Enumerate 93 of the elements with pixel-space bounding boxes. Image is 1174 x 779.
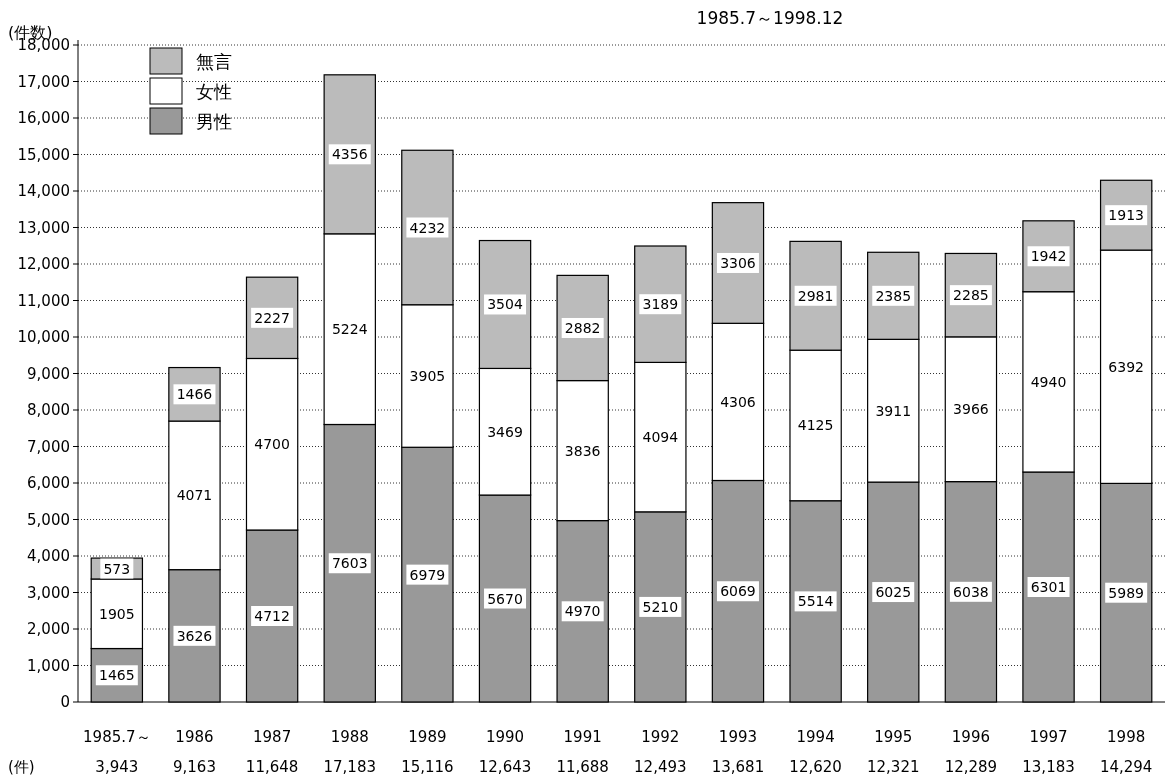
data-label: 4094 (642, 429, 679, 446)
legend-label: 男性 (196, 111, 232, 132)
y-tick-label: 12,000 (17, 255, 70, 273)
y-tick-label: 9,000 (27, 364, 70, 383)
data-label: 2385 (875, 287, 912, 304)
data-label: 1942 (1030, 248, 1067, 265)
text: 11,688 (556, 758, 609, 776)
text: 13,681 (711, 758, 765, 776)
text: 12,643 (478, 758, 532, 776)
data-label: 5670 (487, 590, 523, 607)
x-tick-label: 1985.7～ (83, 728, 151, 746)
text: 12,321 (867, 758, 920, 776)
data-label: 4306 (720, 393, 756, 410)
x-tick-label: 1989 (408, 728, 447, 746)
data-label: 3836 (564, 442, 601, 459)
y-tick-label: 7,000 (27, 437, 70, 456)
y-tick-label: 10,000 (17, 328, 70, 346)
y-tick-label: 5,000 (27, 510, 70, 529)
x-tick-label: 1992 (641, 728, 680, 746)
data-label: 7603 (331, 555, 368, 572)
data-label: 5210 (642, 598, 679, 615)
data-label: 1465 (99, 667, 135, 684)
text: 14,294 (1099, 758, 1153, 776)
text: 11,648 (245, 758, 299, 776)
data-label: 2981 (797, 287, 834, 304)
data-label: 4125 (797, 417, 834, 434)
data-label: 1466 (176, 386, 213, 403)
data-label: 4970 (564, 603, 601, 620)
data-label: 3626 (176, 627, 213, 644)
chart-title: 1985.7～1998.12 (696, 8, 844, 28)
x-tick-label: 1987 (253, 728, 292, 746)
y-tick-label: 4,000 (27, 547, 70, 565)
data-label: 6025 (875, 584, 912, 601)
y-tick-label: 17,000 (17, 72, 70, 91)
data-label: 2882 (564, 319, 601, 336)
data-label: 5989 (1108, 584, 1144, 601)
text: (件) (8, 758, 35, 776)
y-tick-label: 8,000 (27, 401, 70, 419)
data-label: 6979 (409, 566, 446, 583)
data-label: 1905 (99, 605, 135, 622)
data-label: 3189 (642, 296, 679, 313)
y-tick-label: 13,000 (17, 218, 70, 237)
data-label: 4071 (176, 487, 213, 504)
text: 17,183 (323, 758, 376, 776)
data-label: 4700 (254, 436, 290, 453)
y-tick-label: 11,000 (17, 291, 70, 310)
data-label: 3504 (487, 296, 523, 313)
x-tick-label: 1997 (1029, 728, 1068, 746)
data-label: 2285 (953, 287, 989, 304)
x-tick-label: 1990 (485, 728, 525, 746)
x-tick-label: 1988 (330, 728, 369, 746)
legend-label: 女性 (196, 81, 232, 102)
data-label: 5514 (797, 593, 834, 610)
text: 12,493 (634, 758, 687, 776)
data-label: 3966 (953, 401, 989, 418)
y-tick-label: 15,000 (17, 145, 70, 164)
data-label: 6069 (720, 583, 756, 600)
y-tick-label: 2,000 (27, 620, 70, 638)
y-tick-label: 1,000 (27, 656, 70, 675)
text: 3,943 (95, 758, 139, 776)
x-tick-label: 1996 (951, 728, 990, 746)
data-label: 5224 (331, 321, 368, 338)
y-tick-label: 14,000 (17, 182, 70, 200)
y-tick-label: 16,000 (17, 109, 70, 127)
x-tick-label: 1994 (796, 728, 835, 746)
text: 15,116 (401, 758, 454, 776)
data-label: 4232 (409, 219, 446, 236)
data-label: 3905 (409, 368, 446, 384)
text: 9,163 (172, 758, 216, 776)
data-label: 6038 (953, 583, 989, 600)
y-tick-label: 6,000 (27, 474, 70, 492)
x-tick-label: 1986 (175, 728, 214, 746)
data-label: 4940 (1030, 373, 1067, 390)
data-label: 6301 (1030, 579, 1067, 596)
data-label: 2227 (254, 309, 290, 326)
y-tick-label: 0 (60, 693, 70, 711)
text: 12,289 (944, 758, 998, 776)
legend-label: 無言 (196, 51, 232, 72)
data-label: 6392 (1108, 358, 1144, 375)
text: 13,183 (1022, 758, 1075, 776)
data-label: 3306 (720, 254, 756, 271)
x-tick-label: 1991 (563, 728, 602, 746)
data-label: 3911 (875, 402, 912, 419)
x-tick-label: 1998 (1107, 728, 1146, 746)
data-label: 4712 (254, 608, 290, 625)
data-label: 3469 (487, 423, 523, 440)
data-label: 4356 (331, 146, 368, 163)
data-label: 573 (103, 560, 131, 577)
x-tick-label: 1993 (718, 728, 758, 746)
text: 12,620 (789, 758, 842, 776)
x-tick-label: 1995 (874, 728, 913, 746)
y-tick-label: 3,000 (27, 583, 70, 602)
data-label: 1913 (1108, 207, 1144, 224)
